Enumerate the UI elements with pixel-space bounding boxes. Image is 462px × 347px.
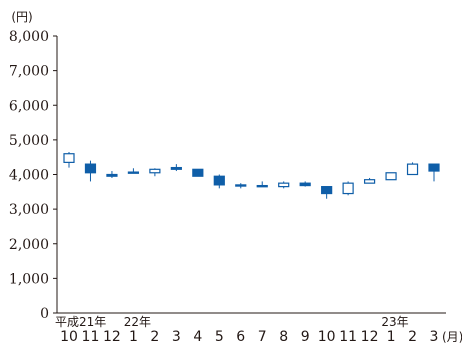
- candle-body: [256, 184, 268, 188]
- candles: [63, 151, 440, 199]
- x-year-labels: 平成21年 22年 23年: [55, 315, 409, 329]
- x-axis-unit-label: (月): [442, 330, 462, 344]
- candle-body: [321, 186, 333, 195]
- x-tick-label: 4: [193, 329, 202, 345]
- candle: [406, 162, 419, 176]
- candle: [192, 168, 204, 177]
- y-tick-label: 3,000: [9, 202, 49, 218]
- y-ticks: 0 1,000 2,000 3,000 4,000 5,000 6,000 7,000 8,00…: [9, 29, 57, 322]
- candle-body: [299, 182, 311, 187]
- candle: [84, 160, 97, 182]
- x-tick-label: 3: [430, 329, 439, 345]
- candle-body: [106, 173, 118, 177]
- y-tick-label: 1,000: [9, 271, 49, 287]
- candle: [170, 164, 182, 172]
- candle-body: [428, 163, 440, 172]
- x-tick-label: 10: [318, 329, 336, 345]
- candle: [278, 181, 290, 189]
- y-tick-label: 5,000: [9, 133, 49, 149]
- x-tick-label: 1: [387, 329, 396, 345]
- candle: [127, 168, 140, 174]
- x-tick-label: 2: [150, 329, 159, 345]
- candle: [299, 181, 311, 187]
- candle: [385, 172, 397, 181]
- x-tick-label: 3: [172, 329, 181, 345]
- candle-body: [385, 172, 397, 181]
- candle: [428, 163, 440, 182]
- candle-body: [406, 163, 419, 176]
- candle-body: [278, 182, 290, 188]
- candle: [149, 168, 161, 177]
- candle: [363, 177, 376, 184]
- x-tick-label: 5: [215, 329, 224, 345]
- candle-body: [127, 171, 140, 174]
- candle-body: [213, 175, 225, 186]
- candle-body: [342, 182, 354, 195]
- candle-body: [149, 168, 161, 174]
- x-year-label: 22年: [124, 315, 151, 329]
- candle-body: [63, 153, 75, 163]
- y-tick-label: 7,000: [9, 64, 49, 80]
- y-tick-label: 2,000: [9, 237, 49, 253]
- x-tick-label: 11: [339, 329, 357, 345]
- x-year-label: 平成21年: [55, 315, 106, 329]
- y-axis: (円) 0 1,000 2,000 3,000 4,000 5,000 6,000 7,000…: [9, 10, 58, 322]
- x-tick-label: 8: [279, 329, 288, 345]
- x-tick-label: 1: [129, 329, 138, 345]
- x-tick-label: 7: [258, 329, 267, 345]
- y-tick-label: 8,000: [9, 29, 49, 45]
- candle: [63, 151, 75, 168]
- candle-body: [170, 166, 182, 170]
- y-tick-label: 6,000: [9, 98, 49, 114]
- candle: [235, 183, 247, 189]
- x-tick-label: 9: [301, 329, 310, 345]
- x-tick-label: 10: [60, 329, 78, 345]
- x-tick-label: 12: [361, 329, 379, 345]
- x-tick-label: 12: [103, 329, 121, 345]
- candle: [342, 181, 354, 196]
- candle: [106, 171, 118, 178]
- x-year-label: 23年: [381, 315, 408, 329]
- y-tick-label: 0: [40, 306, 49, 322]
- candle: [321, 186, 333, 199]
- x-axis: 10 11 12 1 2 3 4 5 6 7 8 9 10 11 12 1 2 3 平成21年 22年 23年 (月): [55, 312, 462, 345]
- candle-body: [84, 163, 97, 174]
- candle-body: [363, 179, 376, 184]
- candle-body: [192, 168, 204, 177]
- candle: [213, 174, 225, 189]
- y-axis-unit-label: (円): [11, 10, 32, 24]
- x-tick-label: 11: [82, 329, 100, 345]
- x-tick-label: 6: [236, 329, 245, 345]
- y-tick-label: 4,000: [9, 168, 49, 184]
- x-tick-label: 2: [408, 329, 417, 345]
- candle: [256, 181, 268, 188]
- candle-body: [235, 184, 247, 187]
- x-ticks: 10 11 12 1 2 3 4 5 6 7 8 9 10 11 12 1 2 3: [60, 329, 438, 345]
